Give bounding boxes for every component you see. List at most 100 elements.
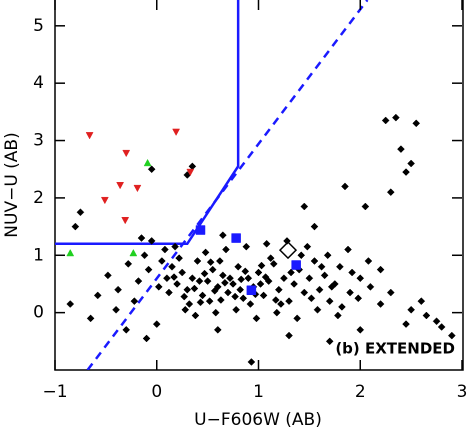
data-point <box>213 325 222 334</box>
data-point <box>278 241 298 260</box>
data-point <box>310 222 319 231</box>
data-point <box>200 269 209 278</box>
data-point <box>121 217 130 225</box>
data-point <box>142 334 151 343</box>
data-point <box>205 297 214 306</box>
data-point <box>143 158 152 167</box>
data-point <box>237 275 246 284</box>
y-axis-label: NUV−U (AB) <box>2 132 22 237</box>
data-point <box>186 168 195 177</box>
data-point <box>336 262 344 271</box>
data-point <box>231 292 239 301</box>
data-point <box>210 286 219 295</box>
data-point <box>356 274 365 283</box>
data-point <box>124 260 133 268</box>
data-point <box>432 317 441 326</box>
data-point <box>417 297 426 306</box>
plot-frame <box>54 0 464 371</box>
data-point <box>206 258 215 267</box>
data-point <box>221 278 229 287</box>
data-point <box>412 119 421 128</box>
data-point <box>196 298 205 307</box>
data-point <box>134 277 143 285</box>
data-point <box>244 274 253 283</box>
data-point <box>76 208 85 217</box>
data-point <box>104 271 112 280</box>
data-point <box>100 196 109 205</box>
data-point <box>291 260 301 270</box>
data-point <box>208 265 217 274</box>
data-point <box>271 296 280 304</box>
data-point <box>252 314 261 323</box>
data-point <box>303 242 312 251</box>
data-point <box>122 149 131 158</box>
data-point <box>285 331 293 340</box>
data-point <box>348 268 356 277</box>
data-point <box>193 257 202 265</box>
data-point <box>256 280 265 288</box>
data-point <box>191 311 200 320</box>
data-point <box>334 311 342 320</box>
data-point <box>185 300 194 308</box>
data-point <box>195 225 206 235</box>
data-point <box>239 294 248 303</box>
data-point <box>229 280 237 288</box>
data-point <box>277 300 285 308</box>
data-point <box>93 291 102 300</box>
selection-line <box>86 0 369 370</box>
data-point <box>133 184 142 193</box>
data-point <box>323 251 332 260</box>
data-point <box>386 288 395 297</box>
data-point <box>224 288 232 297</box>
data-point <box>236 285 245 294</box>
data-point <box>161 245 169 254</box>
data-point <box>231 233 241 243</box>
y-tick-label: 4 <box>33 73 44 93</box>
data-point <box>307 294 316 303</box>
plot-data <box>55 0 456 370</box>
data-point <box>320 271 329 280</box>
x-tick-label: 0 <box>151 382 162 402</box>
data-point <box>215 257 224 265</box>
y-tick-label: 5 <box>33 16 44 36</box>
data-point <box>310 257 319 265</box>
data-point <box>361 202 370 211</box>
data-point <box>152 320 161 328</box>
data-point <box>402 168 410 176</box>
data-point <box>232 305 240 314</box>
data-point <box>266 254 275 262</box>
data-point <box>226 274 234 283</box>
data-point <box>376 265 385 274</box>
data-point <box>168 262 176 271</box>
data-point <box>325 337 334 346</box>
x-tick-label: 2 <box>355 382 366 402</box>
data-point <box>188 274 197 283</box>
data-point <box>71 222 80 231</box>
data-point <box>66 300 75 308</box>
data-point <box>201 248 210 257</box>
data-point <box>140 251 149 260</box>
data-point <box>172 128 181 136</box>
data-point <box>364 257 373 265</box>
data-point <box>293 314 302 323</box>
data-point <box>242 242 251 251</box>
data-point <box>157 257 166 265</box>
data-point <box>203 277 212 285</box>
data-point <box>274 285 283 294</box>
data-point <box>366 282 375 291</box>
data-point <box>354 294 363 303</box>
data-point <box>285 297 293 306</box>
data-point <box>190 284 199 293</box>
x-tick-label: −1 <box>42 382 67 402</box>
data-point <box>219 271 227 280</box>
data-point <box>147 237 156 245</box>
selection-line <box>55 0 240 246</box>
data-point <box>397 145 405 154</box>
data-point <box>183 285 192 294</box>
data-point <box>407 305 415 314</box>
data-point <box>114 285 122 294</box>
data-point <box>297 251 306 260</box>
data-point <box>247 358 256 366</box>
data-point <box>147 165 156 174</box>
